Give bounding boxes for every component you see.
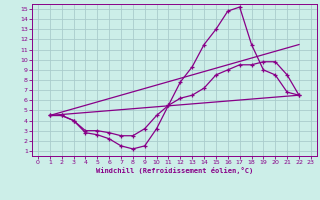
- X-axis label: Windchill (Refroidissement éolien,°C): Windchill (Refroidissement éolien,°C): [96, 167, 253, 174]
